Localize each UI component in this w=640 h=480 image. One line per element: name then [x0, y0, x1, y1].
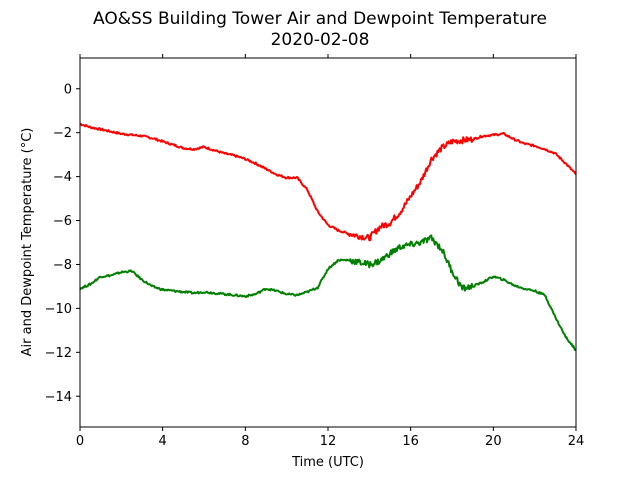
y-tick-label: 0: [64, 82, 72, 97]
y-tick-label: −2: [53, 126, 72, 141]
x-tick-label: 8: [241, 434, 249, 449]
plot-frame: [79, 57, 577, 428]
air-temperature-line: [79, 122, 577, 242]
y-tick-label: −10: [45, 302, 72, 317]
chart-title: AO&SS Building Tower Air and Dewpoint Te…: [93, 9, 547, 29]
x-axis-label: Time (UTC): [291, 455, 364, 470]
chart-subtitle: 2020-02-08: [271, 30, 370, 50]
y-tick-label: −14: [45, 390, 72, 405]
y-axis-label: Air and Dewpoint Temperature (°C): [20, 128, 35, 357]
x-tick-label: 12: [320, 434, 337, 449]
y-tick-label: −4: [53, 170, 72, 185]
x-tick-label: 0: [76, 434, 84, 449]
y-tick-label: −12: [45, 346, 72, 361]
x-tick-label: 20: [485, 434, 502, 449]
x-tick-label: 16: [402, 434, 419, 449]
x-tick-label: 4: [159, 434, 167, 449]
x-tick-label: 24: [568, 434, 585, 449]
dewpoint-temperature-line: [79, 234, 577, 352]
y-tick-label: −6: [53, 214, 72, 229]
y-tick-label: −8: [53, 258, 72, 273]
